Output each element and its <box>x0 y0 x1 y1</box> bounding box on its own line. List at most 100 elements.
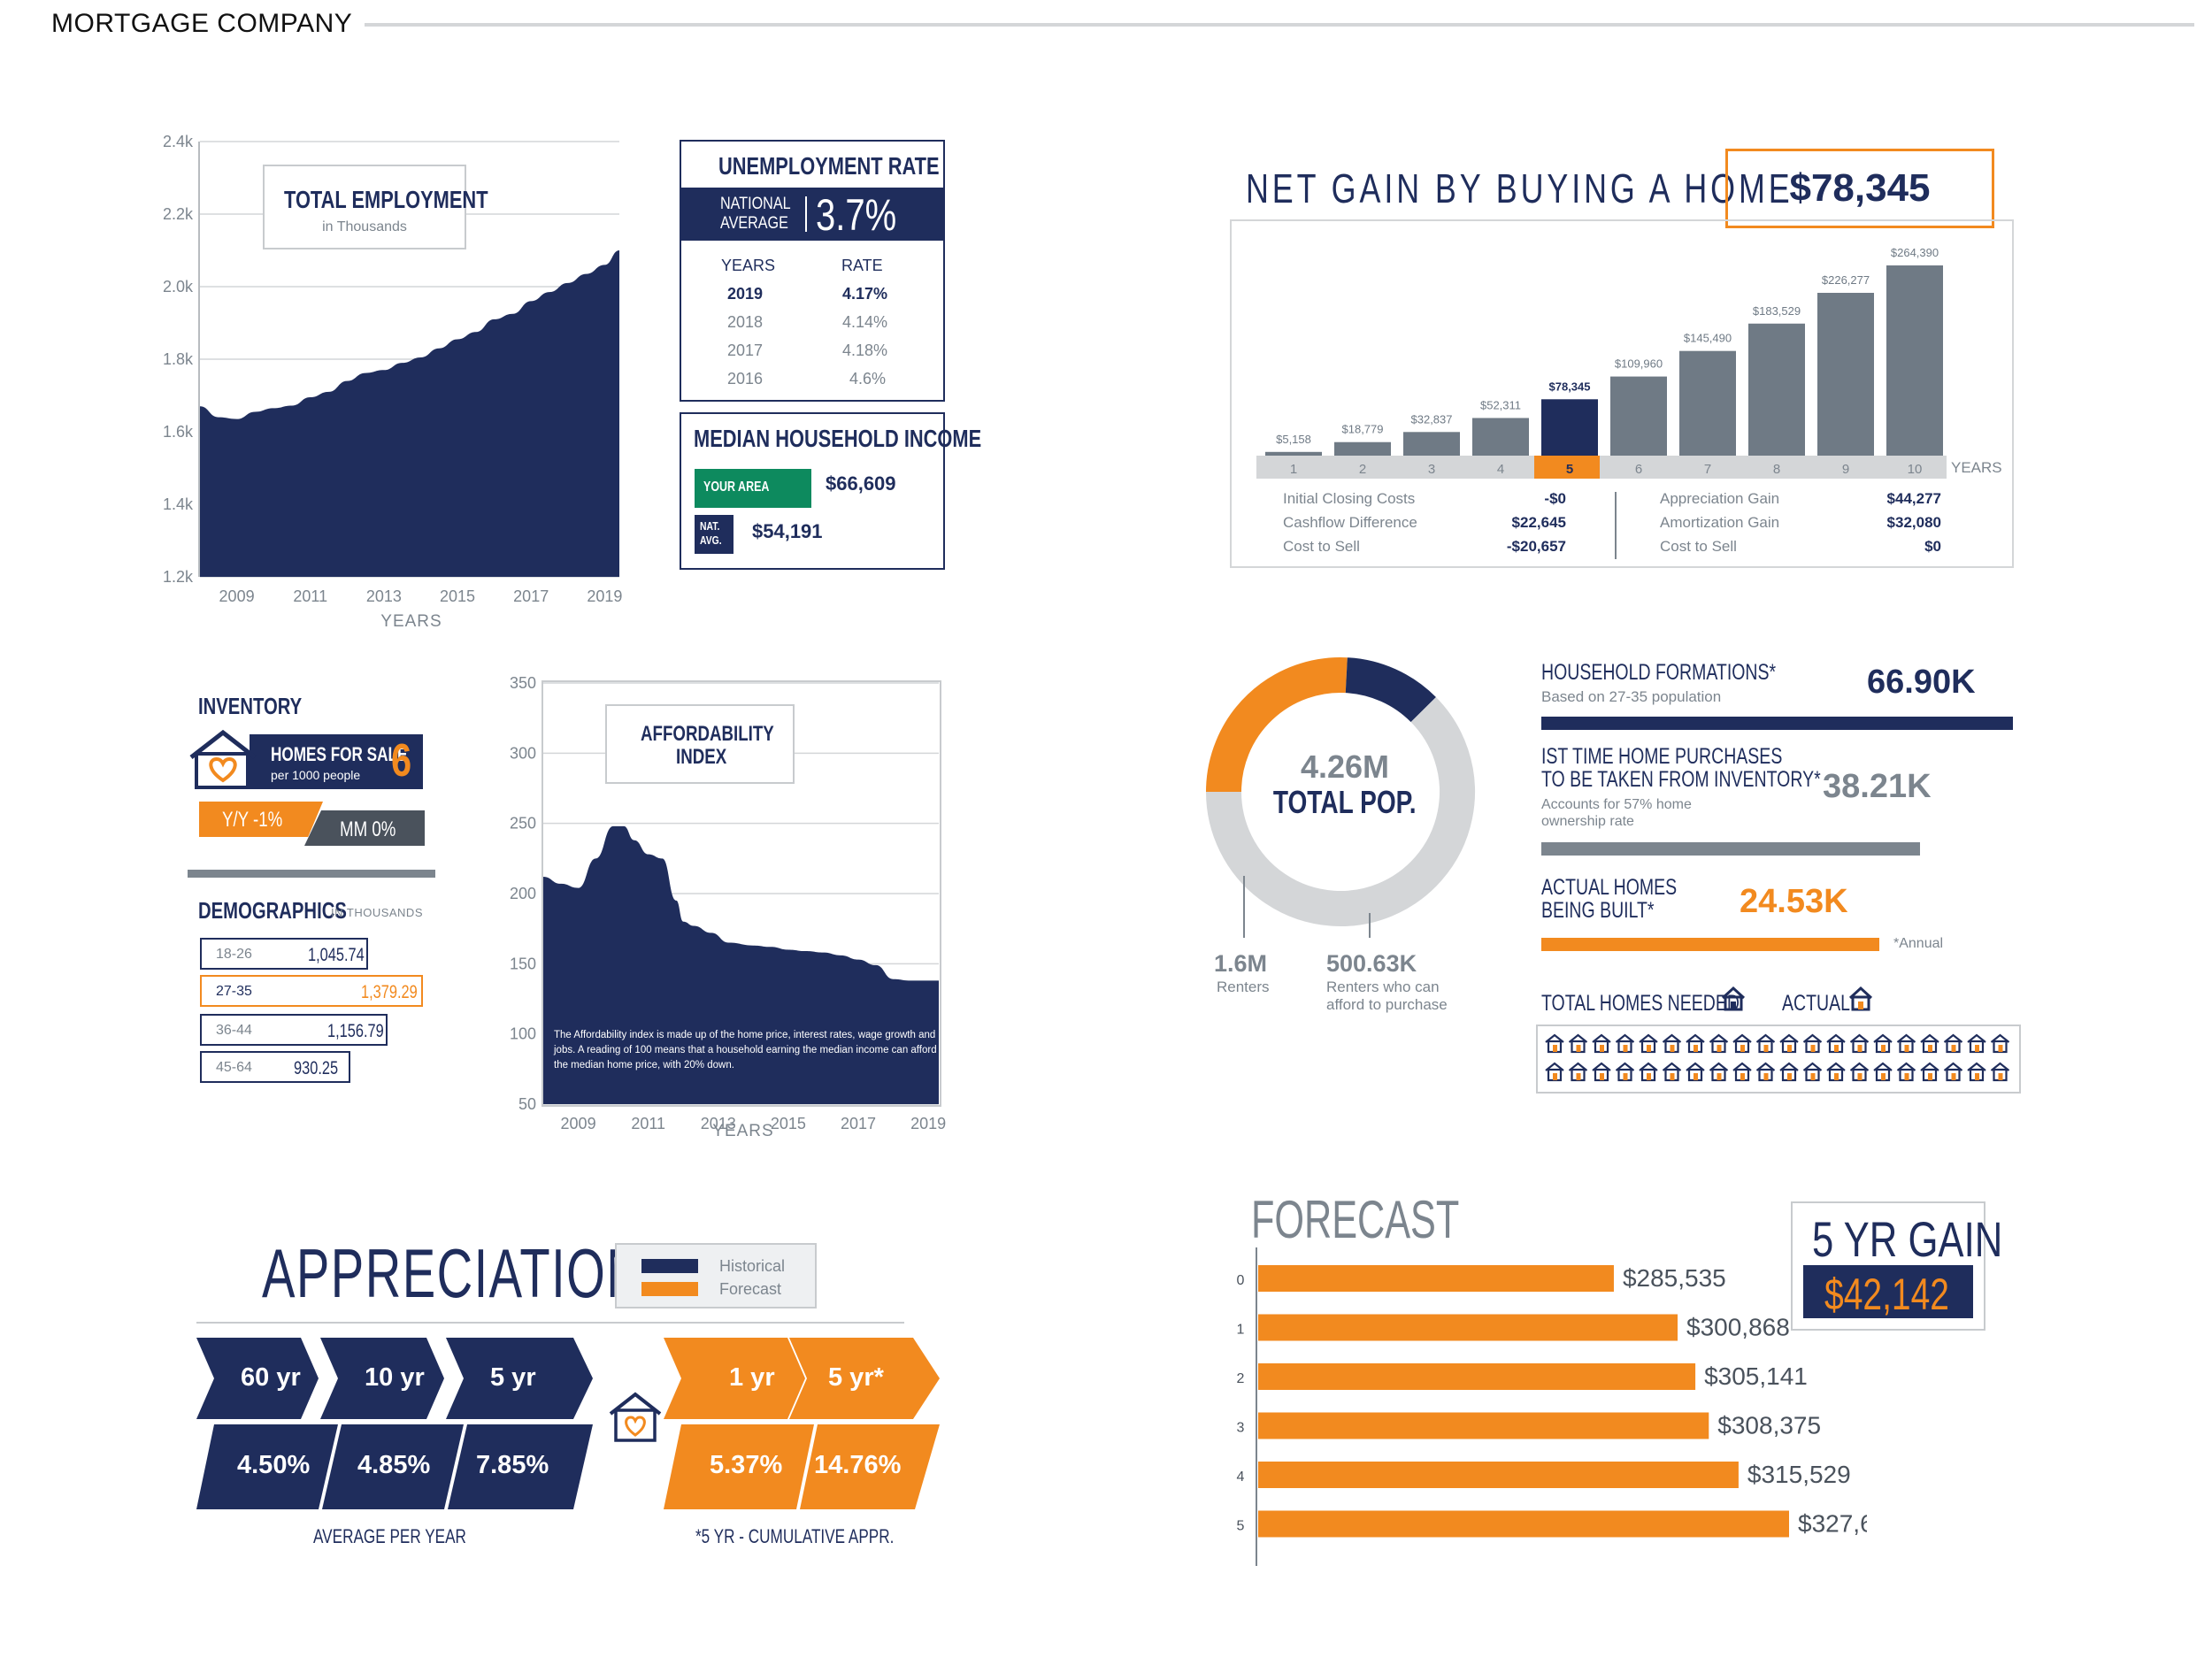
built-title-line2: BEING BUILT* <box>1541 898 1655 923</box>
x-tick-label: 2019 <box>587 587 622 605</box>
age-value: 930.25 <box>294 1058 339 1078</box>
row-year: 2017 <box>727 342 764 359</box>
your-area-value: $66,609 <box>826 472 896 495</box>
income-box: MEDIAN HOUSEHOLD INCOME YOUR AREA $66,60… <box>680 412 981 570</box>
homes-for-sale-value: 6 <box>391 735 412 787</box>
breakdown-row: Appreciation Gain $44,277 <box>1660 490 1941 514</box>
house-icon <box>1873 1062 1893 1082</box>
y-tick-label: 1 <box>1237 1323 1245 1338</box>
forecast-bar <box>1258 1510 1789 1538</box>
historical-period: 10 yr <box>365 1363 425 1392</box>
mm-change-badge: MM 0% <box>304 810 425 846</box>
renters-value: 1.6M <box>1214 950 1268 977</box>
historical-period: 60 yr <box>241 1363 301 1392</box>
population-center: 4.26M TOTAL POP. <box>1256 750 1433 821</box>
affordability-note: The Affordability index is made up of th… <box>554 1030 937 1071</box>
breakdown-row: Amortization Gain $32,080 <box>1660 514 1941 538</box>
forecast-period: 5 yr* <box>828 1363 884 1392</box>
net-gain-years-label: YEARS <box>1951 459 2002 476</box>
x-tick-label: 2011 <box>631 1115 665 1132</box>
house-icon <box>1802 1033 1823 1054</box>
breakdown-value: $44,277 <box>1886 490 1941 507</box>
row-year: 2018 <box>727 313 764 331</box>
y-tick-label: 200 <box>510 885 536 902</box>
national-average-band: NATIONAL AVERAGE 3.7% <box>681 188 943 241</box>
row-rate: 4.17% <box>842 285 888 303</box>
house-icon <box>1592 1062 1611 1082</box>
bar <box>1472 418 1529 456</box>
five-yr-gain-box: 5 YR GAIN $42,142 <box>1791 1201 2002 1331</box>
y-tick-label: 150 <box>510 955 536 972</box>
forecast-bar <box>1258 1314 1678 1341</box>
x-tick-label: 3 <box>1428 462 1435 477</box>
y-tick-label: 2.0k <box>163 278 194 295</box>
homes-for-sale-label: HOMES FOR SALE <box>271 743 408 765</box>
your-area-tag: YOUR AREA <box>695 469 811 508</box>
affordability-area <box>543 825 939 1104</box>
y-tick-label: 100 <box>510 1025 536 1043</box>
donut-slice <box>1206 697 1475 926</box>
col-rate: RATE <box>841 257 883 274</box>
national-divider <box>805 196 807 232</box>
net-gain-frame <box>1230 219 2014 568</box>
forecast-rate-block <box>800 1424 940 1509</box>
page-title: MORTGAGE COMPANY <box>51 9 353 38</box>
homes-for-sale-sub: per 1000 people <box>271 768 361 782</box>
homes-needed-label: TOTAL HOMES NEEDED <box>1541 991 1740 1016</box>
demographic-row: 18-26 1,045.74 <box>200 938 368 970</box>
house-icon <box>1920 1033 1939 1054</box>
age-range: 45-64 <box>216 1060 252 1075</box>
house-icon <box>1568 1033 1588 1054</box>
bar-value-label: $264,390 <box>1891 246 1939 259</box>
house-icon-orange <box>1848 986 1873 1011</box>
y-tick-label: 1.6k <box>163 423 194 441</box>
col-years: YEARS <box>721 257 776 274</box>
house-icon <box>1639 1062 1658 1082</box>
homes-for-sale-band: HOMES FOR SALE per 1000 people 6 <box>250 734 423 789</box>
x-tick-label: 10 <box>1908 462 1923 477</box>
breakdown-label: Cost to Sell <box>1660 538 1737 555</box>
legend-label-forecast: Forecast <box>719 1280 782 1298</box>
house-icon <box>1568 1062 1588 1082</box>
breakdown-label: Cost to Sell <box>1283 538 1360 555</box>
house-icon <box>1896 1062 1916 1082</box>
unemployment-title: UNEMPLOYMENT RATE <box>718 152 940 180</box>
appreciation-legend: Historical Forecast <box>615 1243 817 1308</box>
purchases-sub: Accounts for 57% home ownership rate <box>1541 796 1692 830</box>
built-title-line1: ACTUAL HOMES <box>1541 875 1678 900</box>
nat-label-line1: NAT. <box>700 519 720 533</box>
cumulative-label: *5 YR - CUMULATIVE APPR. <box>695 1525 895 1547</box>
formations-bar <box>1541 717 2013 730</box>
x-tick-label: 2009 <box>561 1115 596 1132</box>
y-tick-label: 350 <box>510 674 536 692</box>
bar-value-label: $183,529 <box>1753 304 1801 318</box>
bar <box>1817 292 1874 456</box>
legend-swatch-historical <box>641 1259 698 1273</box>
afford-label: Renters who can afford to purchase <box>1326 978 1448 1014</box>
bar-value-label: $32,837 <box>1411 412 1453 426</box>
y-tick-label: 3 <box>1237 1421 1245 1436</box>
x-tick-label: 2013 <box>366 587 402 605</box>
built-value: 24.53K <box>1740 883 1848 920</box>
x-tick-label: 2 <box>1359 462 1366 477</box>
breakdown-row: Initial Closing Costs -$0 <box>1283 490 1566 514</box>
demographic-row: 45-64 930.25 <box>200 1051 350 1083</box>
breakdown-value: -$0 <box>1544 490 1566 507</box>
house-icon <box>1686 1033 1705 1054</box>
x-tick-label: 2015 <box>440 587 475 605</box>
house-icon <box>1709 1062 1729 1082</box>
house-icon <box>1732 1062 1752 1082</box>
breakdown-divider <box>1615 492 1617 559</box>
demographic-row: 36-44 1,156.79 <box>200 1014 388 1046</box>
x-tick-label: 4 <box>1497 462 1504 477</box>
y-tick-label: 5 <box>1237 1519 1245 1534</box>
historical-arrow <box>446 1338 593 1419</box>
house-icon <box>1943 1033 1963 1054</box>
net-gain-title: NET GAIN BY BUYING A HOME <box>1246 165 1793 211</box>
y-tick-label: 0 <box>1237 1273 1245 1288</box>
net-gain-breakdown-right: Appreciation Gain $44,277 Amortization G… <box>1660 490 1941 562</box>
x-tick-label: 9 <box>1842 462 1849 477</box>
house-icon <box>1545 1062 1564 1082</box>
breakdown-label: Amortization Gain <box>1660 514 1780 531</box>
net-gain-chart: $5,158 1 $18,779 2 $32,837 3 $52,311 4 $78,345 5 $… <box>1256 246 2002 479</box>
